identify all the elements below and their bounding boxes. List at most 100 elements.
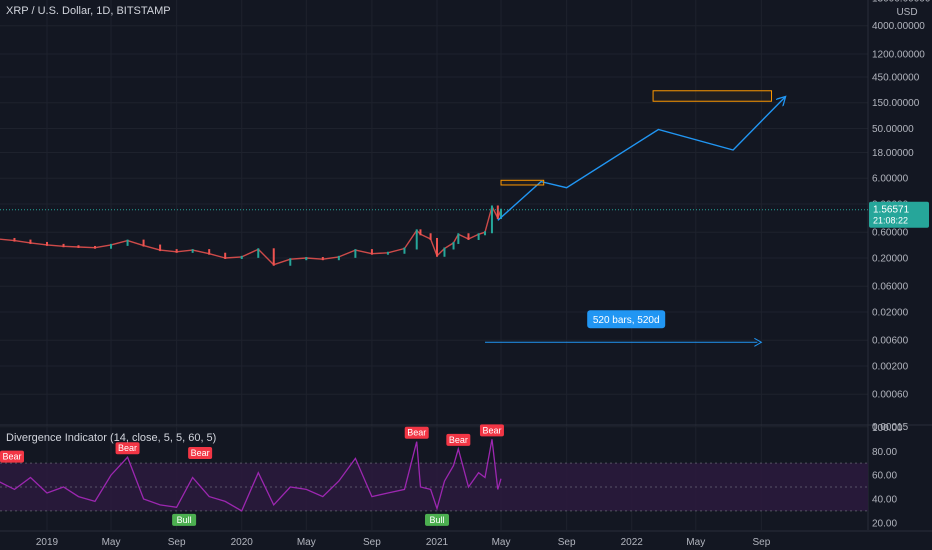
candle bbox=[386, 251, 389, 255]
indicator-tick-label: 20.00 bbox=[872, 518, 897, 529]
candle bbox=[46, 241, 48, 246]
candle bbox=[175, 249, 178, 253]
candle bbox=[94, 245, 97, 249]
price-tick-label: 0.06000 bbox=[872, 282, 909, 293]
time-tick-label: 2020 bbox=[231, 537, 254, 548]
candle bbox=[337, 255, 340, 261]
time-tick-label: May bbox=[297, 537, 316, 548]
candle bbox=[289, 258, 292, 266]
price-tick-label: 1200.00000 bbox=[872, 49, 925, 60]
time-tick-label: 2021 bbox=[426, 537, 449, 548]
candle bbox=[13, 237, 16, 242]
candle bbox=[240, 255, 243, 259]
indicator-pane: 100.00 80.00 60.00 40.00 20.00 Bear Bear Bull Be… bbox=[0, 423, 903, 529]
candle bbox=[110, 243, 113, 249]
candle bbox=[452, 241, 455, 250]
candle bbox=[305, 257, 308, 261]
date-range-arrowhead bbox=[754, 337, 763, 347]
time-tick-label: May bbox=[102, 537, 121, 548]
candle bbox=[354, 249, 357, 258]
annotation-layer: 520 bars, 520d bbox=[485, 90, 785, 347]
candle bbox=[272, 248, 275, 266]
target-box bbox=[500, 179, 545, 186]
time-tick-label: Sep bbox=[363, 537, 381, 548]
signal-badge bbox=[172, 513, 197, 526]
candle bbox=[257, 248, 260, 258]
candle bbox=[370, 249, 373, 255]
signal-badge bbox=[446, 433, 471, 446]
candle bbox=[77, 245, 80, 248]
candle bbox=[477, 233, 480, 240]
signal-label: Bear bbox=[449, 435, 468, 445]
current-price-label: 1.56571 bbox=[873, 205, 910, 216]
price-tick-label: 6.00000 bbox=[872, 174, 909, 185]
candle bbox=[496, 205, 499, 220]
signal-label: Bull bbox=[177, 515, 192, 525]
candle bbox=[224, 252, 227, 259]
signal-label: Bull bbox=[429, 515, 444, 525]
indicator-tick-label: 60.00 bbox=[872, 471, 897, 482]
price-tick-label: 0.00600 bbox=[872, 336, 909, 347]
candle bbox=[490, 205, 493, 234]
candle bbox=[142, 239, 145, 247]
price-axis: 13000.00000 4000.00000 1200.00000 450.00000… bbox=[872, 0, 931, 433]
indicator-tick-label: 100.00 bbox=[872, 423, 903, 434]
candle bbox=[159, 244, 162, 252]
candle bbox=[419, 229, 422, 236]
candle bbox=[436, 237, 438, 257]
price-tick-label: 0.20000 bbox=[872, 254, 909, 265]
candle bbox=[321, 257, 324, 261]
currency-label: USD bbox=[896, 7, 917, 18]
price-tick-label: 0.60000 bbox=[872, 228, 909, 239]
signal-badge bbox=[0, 450, 24, 463]
indicator-band bbox=[0, 463, 868, 511]
price-tick-label: 13000.00000 bbox=[872, 0, 931, 5]
current-price-badge bbox=[869, 201, 929, 228]
signal-label: Bear bbox=[2, 452, 21, 462]
candle bbox=[443, 247, 446, 257]
price-tick-label: 0.02000 bbox=[872, 308, 909, 319]
grid-lines bbox=[0, 0, 932, 532]
signal-badge bbox=[479, 424, 504, 437]
candle bbox=[208, 249, 211, 255]
time-tick-label: 2022 bbox=[621, 537, 644, 548]
candle bbox=[429, 233, 432, 240]
price-tick-label: 0.00015 bbox=[872, 422, 909, 433]
time-tick-label: May bbox=[492, 537, 511, 548]
signal-label: Bear bbox=[118, 443, 137, 453]
price-tick-label: 50.00000 bbox=[872, 124, 914, 135]
candle bbox=[29, 239, 32, 244]
price-tick-label: 4000.00000 bbox=[872, 21, 925, 32]
candle bbox=[126, 239, 129, 246]
date-range-box bbox=[587, 310, 666, 329]
chart-title: XRP / U.S. Dollar, 1D, BITSTAMP bbox=[6, 5, 171, 17]
signal-badge bbox=[425, 513, 449, 526]
indicator-tick-label: 40.00 bbox=[872, 494, 897, 505]
candle bbox=[415, 229, 418, 250]
signal-label: Bear bbox=[482, 425, 501, 435]
signal-label: Bear bbox=[191, 448, 210, 458]
time-tick-label: Sep bbox=[752, 537, 770, 548]
time-tick-label: Sep bbox=[558, 537, 576, 548]
signal-badge bbox=[115, 442, 140, 455]
time-tick-label: Sep bbox=[168, 537, 186, 548]
candle bbox=[191, 249, 194, 253]
price-tick-label: 18.00000 bbox=[872, 148, 914, 159]
candle bbox=[62, 243, 65, 248]
projection-path bbox=[497, 97, 785, 221]
indicator-tick-label: 80.00 bbox=[872, 447, 897, 458]
price-line bbox=[0, 205, 502, 266]
signal-badge bbox=[404, 426, 429, 439]
price-tick-label: 450.00000 bbox=[872, 72, 920, 83]
indicator-line bbox=[0, 439, 502, 512]
candle bbox=[500, 208, 503, 220]
candle bbox=[467, 233, 470, 240]
time-tick-label: May bbox=[686, 537, 705, 548]
price-tick-label: 0.00060 bbox=[872, 390, 909, 401]
time-axis: 2019 May Sep 2020 May Sep 2021 May Sep 2022 May Sep bbox=[36, 537, 771, 548]
time-tick-label: 2019 bbox=[36, 537, 59, 548]
countdown-label: 21:08:22 bbox=[873, 216, 908, 226]
